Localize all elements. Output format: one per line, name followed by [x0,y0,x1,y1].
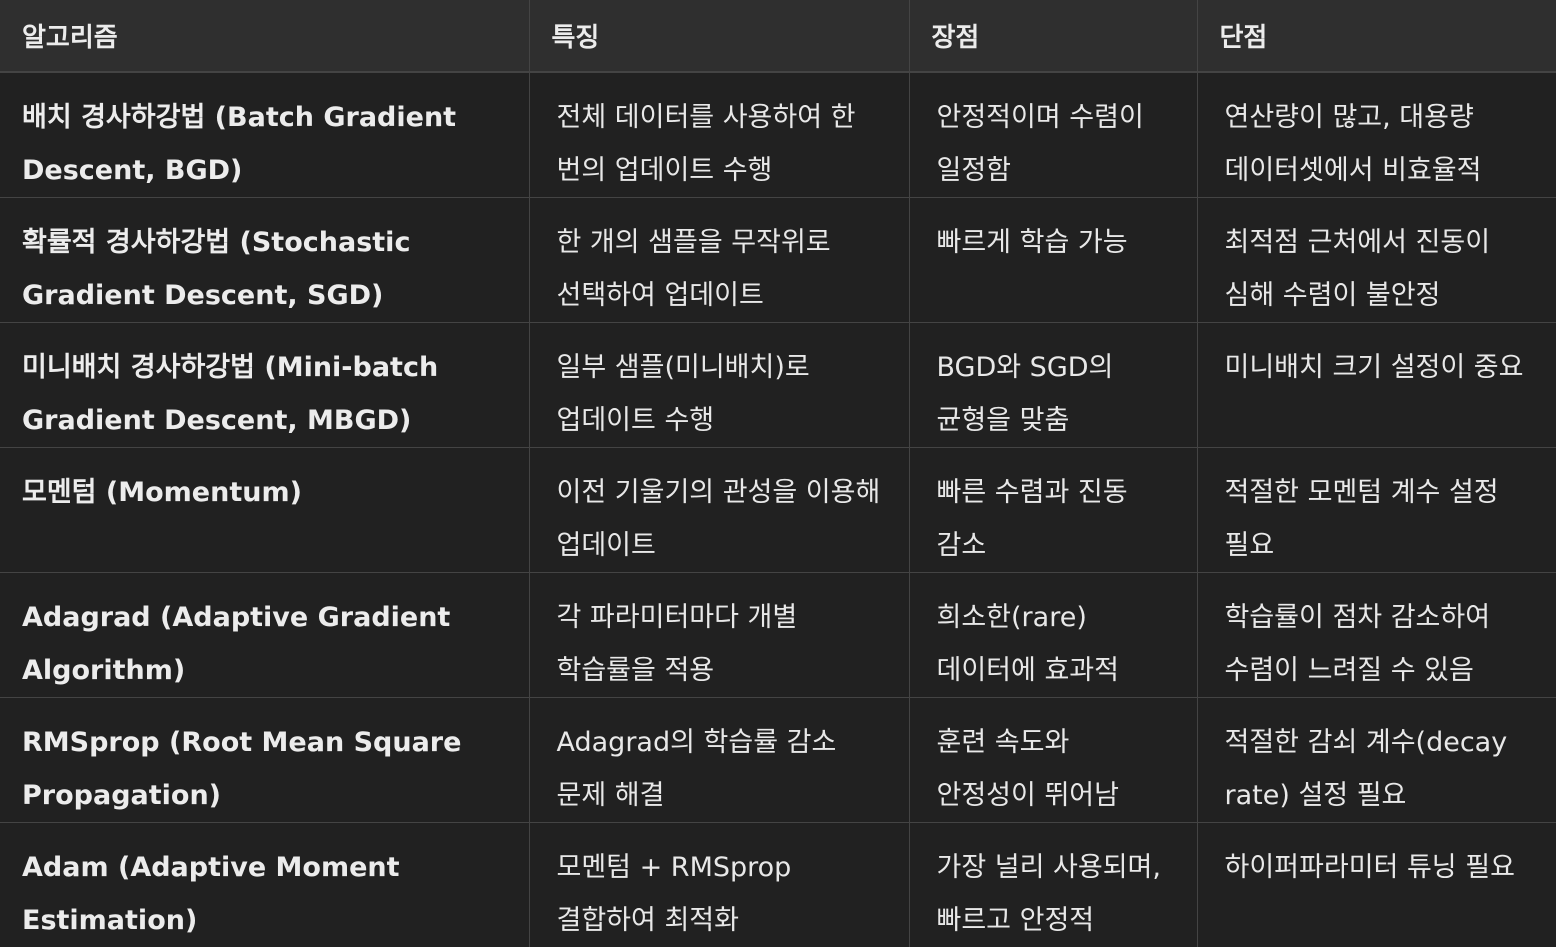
header-pros: 장점 [909,0,1197,72]
cell-cons: 연산량이 많고, 대용량 데이터셋에서 비효율적 [1197,72,1556,198]
cell-feature: 모멘텀 + RMSprop 결합하여 최적화 [529,823,909,947]
cell-pros: 가장 널리 사용되며, 빠르고 안정적 [909,823,1197,947]
cell-cons: 미니배치 크기 설정이 중요 [1197,323,1556,448]
table-row: 모멘텀 (Momentum) 이전 기울기의 관성을 이용해 업데이트 빠른 수… [0,448,1556,573]
cell-cons: 적절한 감쇠 계수(decay rate) 설정 필요 [1197,698,1556,823]
table-row: Adam (Adaptive Moment Estimation) 모멘텀 + … [0,823,1556,947]
table-row: 배치 경사하강법 (Batch Gradient Descent, BGD) 전… [0,72,1556,198]
cell-cons: 학습률이 점차 감소하여 수렴이 느려질 수 있음 [1197,573,1556,698]
cell-feature: 일부 샘플(미니배치)로 업데이트 수행 [529,323,909,448]
table-row: Adagrad (Adaptive Gradient Algorithm) 각 … [0,573,1556,698]
cell-algorithm: Adagrad (Adaptive Gradient Algorithm) [0,573,529,698]
cell-algorithm: 모멘텀 (Momentum) [0,448,529,573]
cell-pros: 희소한(rare) 데이터에 효과적 [909,573,1197,698]
cell-cons: 적절한 모멘텀 계수 설정 필요 [1197,448,1556,573]
cell-pros: 안정적이며 수렴이 일정함 [909,72,1197,198]
cell-algorithm: Adam (Adaptive Moment Estimation) [0,823,529,947]
header-algorithm: 알고리즘 [0,0,529,72]
cell-cons: 하이퍼파라미터 튜닝 필요 [1197,823,1556,947]
header-cons: 단점 [1197,0,1556,72]
cell-pros: 훈련 속도와 안정성이 뛰어남 [909,698,1197,823]
table-row: 미니배치 경사하강법 (Mini-batch Gradient Descent,… [0,323,1556,448]
cell-feature: 각 파라미터마다 개별 학습률을 적용 [529,573,909,698]
cell-cons: 최적점 근처에서 진동이 심해 수렴이 불안정 [1197,198,1556,323]
cell-pros: 빠르게 학습 가능 [909,198,1197,323]
cell-algorithm: 확률적 경사하강법 (Stochastic Gradient Descent, … [0,198,529,323]
table-row: RMSprop (Root Mean Square Propagation) A… [0,698,1556,823]
cell-algorithm: RMSprop (Root Mean Square Propagation) [0,698,529,823]
table-header-row: 알고리즘 특징 장점 단점 [0,0,1556,72]
cell-pros: BGD와 SGD의 균형을 맞춤 [909,323,1197,448]
table-row: 확률적 경사하강법 (Stochastic Gradient Descent, … [0,198,1556,323]
cell-feature: 이전 기울기의 관성을 이용해 업데이트 [529,448,909,573]
cell-algorithm: 미니배치 경사하강법 (Mini-batch Gradient Descent,… [0,323,529,448]
cell-feature: 한 개의 샘플을 무작위로 선택하여 업데이트 [529,198,909,323]
header-feature: 특징 [529,0,909,72]
cell-algorithm: 배치 경사하강법 (Batch Gradient Descent, BGD) [0,72,529,198]
cell-pros: 빠른 수렴과 진동 감소 [909,448,1197,573]
cell-feature: 전체 데이터를 사용하여 한 번의 업데이트 수행 [529,72,909,198]
cell-feature: Adagrad의 학습률 감소 문제 해결 [529,698,909,823]
